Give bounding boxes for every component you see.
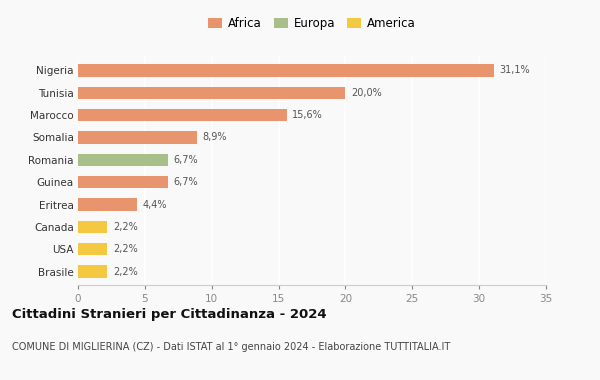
Text: 20,0%: 20,0% — [351, 88, 382, 98]
Bar — [78, 154, 167, 166]
Bar — [78, 87, 346, 99]
Bar — [78, 266, 107, 278]
Bar — [78, 221, 107, 233]
Bar — [78, 198, 137, 211]
Bar — [78, 176, 167, 188]
Text: 6,7%: 6,7% — [173, 155, 197, 165]
Text: 2,2%: 2,2% — [113, 244, 137, 254]
Bar — [78, 243, 107, 255]
Text: 31,1%: 31,1% — [499, 65, 530, 75]
Text: 8,9%: 8,9% — [202, 133, 227, 142]
Text: 15,6%: 15,6% — [292, 110, 323, 120]
Text: 6,7%: 6,7% — [173, 177, 197, 187]
Text: 2,2%: 2,2% — [113, 267, 137, 277]
Bar — [78, 64, 494, 76]
Bar — [78, 109, 287, 121]
Bar — [78, 131, 197, 144]
Text: COMUNE DI MIGLIERINA (CZ) - Dati ISTAT al 1° gennaio 2024 - Elaborazione TUTTITA: COMUNE DI MIGLIERINA (CZ) - Dati ISTAT a… — [12, 342, 450, 352]
Text: 2,2%: 2,2% — [113, 222, 137, 232]
Text: 4,4%: 4,4% — [142, 200, 167, 209]
Text: Cittadini Stranieri per Cittadinanza - 2024: Cittadini Stranieri per Cittadinanza - 2… — [12, 308, 326, 321]
Legend: Africa, Europa, America: Africa, Europa, America — [203, 13, 421, 35]
